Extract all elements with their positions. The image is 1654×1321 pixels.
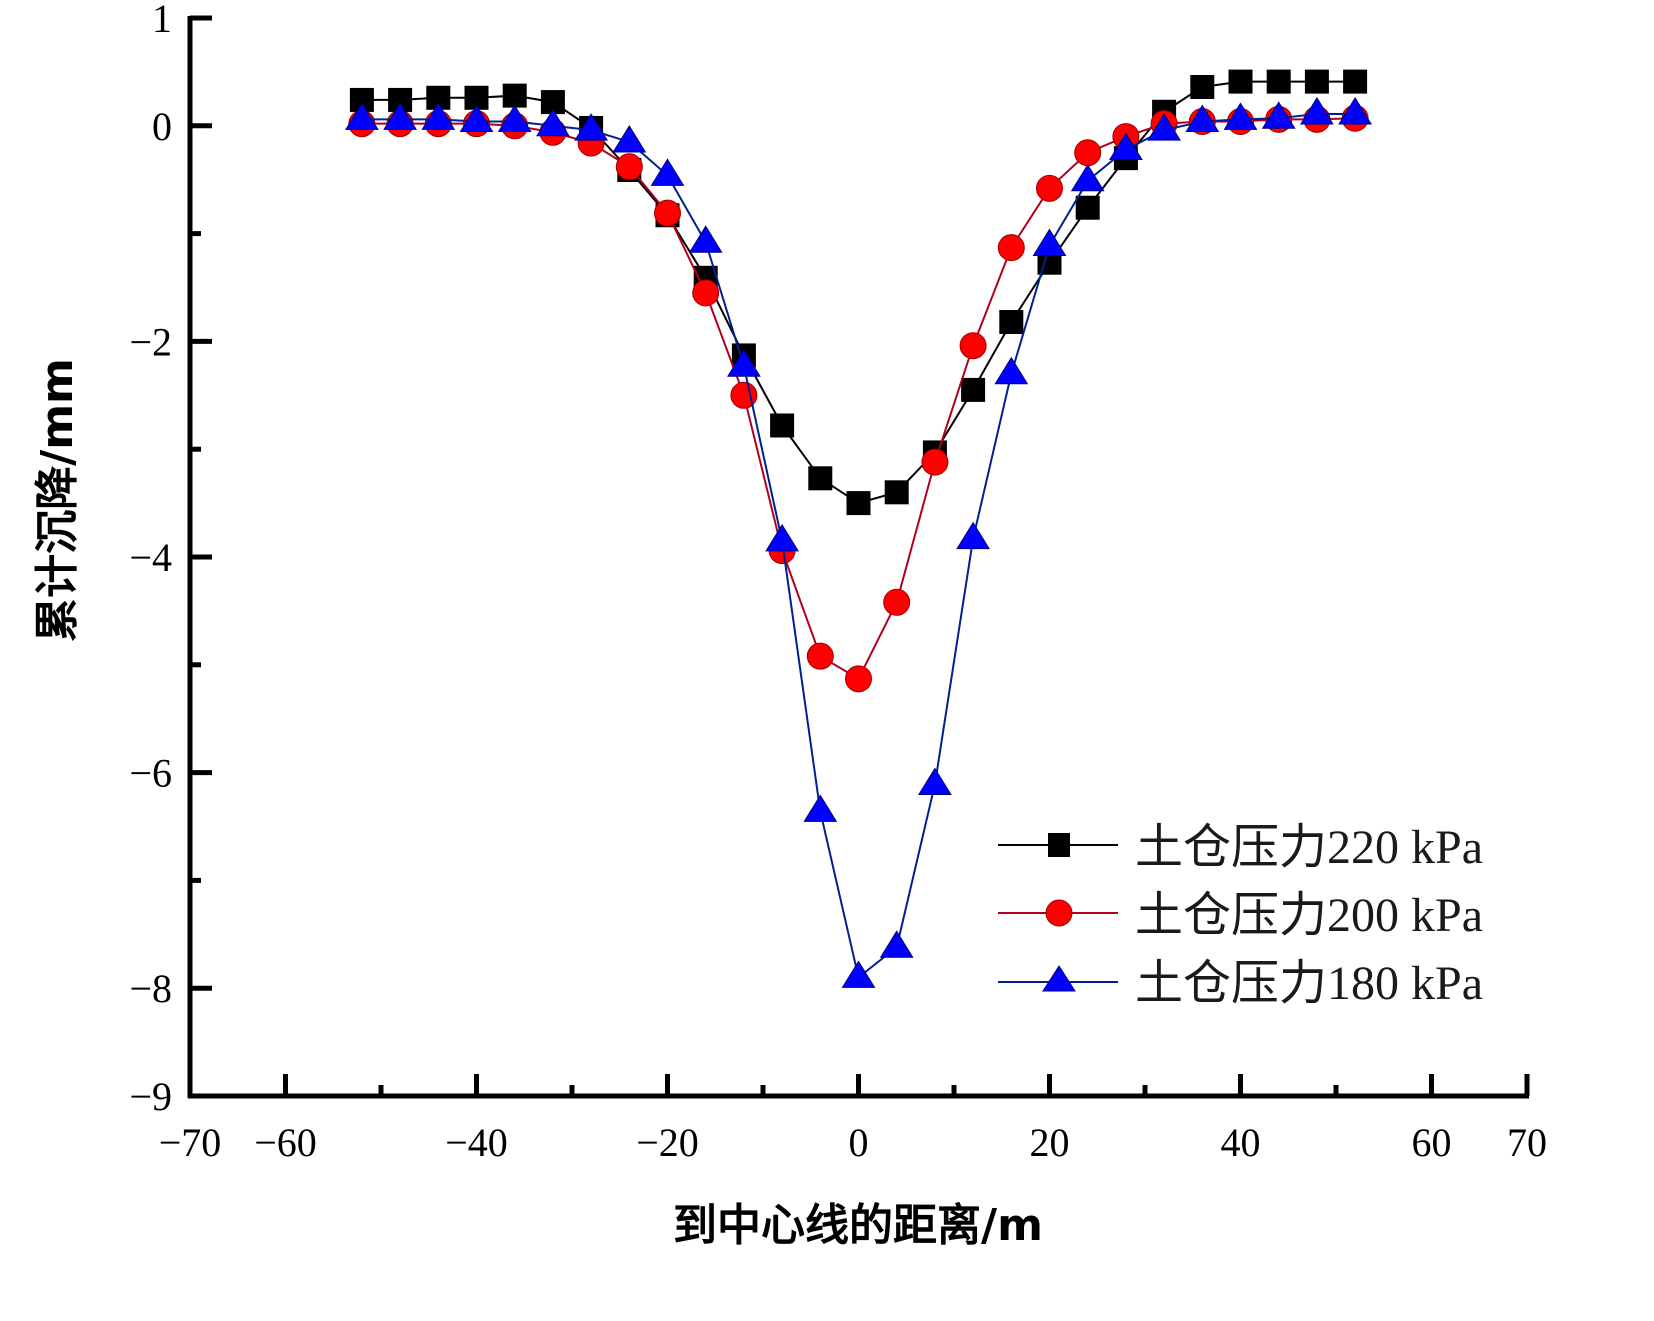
legend-square-marker-icon xyxy=(1048,833,1070,857)
series-layer xyxy=(345,69,1372,988)
legend-entry-200: 土仓压力200 kPa xyxy=(998,889,1483,942)
data-point-circle xyxy=(1074,139,1102,167)
data-point-triangle xyxy=(879,930,914,958)
data-point-circle xyxy=(654,199,681,227)
y-tick-label: −9 xyxy=(129,1074,172,1119)
y-tick-label: −2 xyxy=(129,319,172,364)
data-point-square xyxy=(1343,69,1368,94)
data-point-triangle xyxy=(1185,104,1220,132)
data-point-square xyxy=(1190,74,1215,99)
y-tick-label: 1 xyxy=(152,0,172,41)
x-tick-label: 0 xyxy=(849,1120,869,1165)
data-point-triangle xyxy=(1070,163,1105,192)
series-0 xyxy=(349,69,1368,516)
x-tick-label: 60 xyxy=(1412,1120,1452,1165)
y-tick-label: −8 xyxy=(129,966,172,1011)
data-point-circle xyxy=(806,642,834,670)
data-point-triangle xyxy=(574,113,608,141)
data-point-triangle xyxy=(1300,96,1334,125)
data-point-circle xyxy=(1036,174,1063,202)
legend-circle-marker-icon xyxy=(1045,899,1073,927)
x-axis-title: 到中心线的距离/m xyxy=(673,1200,1043,1251)
data-point-square xyxy=(846,491,871,516)
data-point-circle xyxy=(921,448,949,476)
data-point-triangle xyxy=(1147,113,1181,141)
series-line xyxy=(361,80,1356,505)
data-point-triangle xyxy=(1223,102,1258,130)
data-point-triangle xyxy=(536,108,570,137)
data-point-triangle xyxy=(688,225,723,253)
data-point-square xyxy=(1304,69,1329,94)
legend-label-200: 土仓压力200 kPa xyxy=(1135,889,1483,942)
data-point-circle xyxy=(997,234,1025,262)
x-tick-label: 40 xyxy=(1221,1120,1261,1165)
y-tick-label: 0 xyxy=(152,104,172,149)
data-point-triangle xyxy=(841,960,876,988)
series-line xyxy=(361,117,1356,681)
legend: 土仓压力220 kPa 土仓压力200 kPa 土仓压力180 kPa xyxy=(990,808,1538,1018)
data-point-triangle xyxy=(1032,228,1067,256)
legend-entry-220: 土仓压力220 kPa xyxy=(998,821,1483,874)
legend-entry-180: 土仓压力180 kPa xyxy=(998,957,1483,1010)
data-point-circle xyxy=(883,588,911,616)
data-point-triangle xyxy=(1261,101,1296,129)
x-tick-label: −20 xyxy=(636,1120,699,1165)
data-point-circle xyxy=(730,381,758,409)
data-point-circle xyxy=(959,332,987,360)
y-axis-title: 累计沉降/mm xyxy=(32,358,83,642)
x-tick-label: −40 xyxy=(445,1120,508,1165)
data-point-triangle xyxy=(1338,96,1372,125)
data-point-square xyxy=(770,413,795,438)
data-point-triangle xyxy=(497,104,532,132)
data-point-triangle xyxy=(612,125,647,153)
x-tick-label: −70 xyxy=(159,1120,222,1165)
data-point-triangle xyxy=(765,523,799,552)
data-point-triangle xyxy=(803,794,838,822)
data-point-square xyxy=(502,83,527,108)
x-tick-label: 20 xyxy=(1030,1120,1070,1165)
data-point-circle xyxy=(845,665,872,693)
data-point-square xyxy=(961,377,986,402)
data-point-triangle xyxy=(459,104,494,132)
series-2 xyxy=(345,96,1372,988)
data-point-triangle xyxy=(918,767,952,795)
data-point-square xyxy=(999,309,1024,334)
data-point-square xyxy=(1228,69,1253,94)
data-point-triangle xyxy=(956,521,990,550)
data-point-square xyxy=(1266,69,1291,94)
ticks: −70 −60 −40 −20 0 20 40 60 70 1 0 −2 −4 −6 −8 −9 xyxy=(129,0,1547,1165)
y-tick-label: −4 xyxy=(129,535,172,580)
data-point-triangle xyxy=(650,158,685,186)
series-1 xyxy=(348,104,1369,693)
x-tick-label: 70 xyxy=(1507,1120,1547,1165)
data-point-triangle xyxy=(1109,132,1143,161)
x-tick-label: −60 xyxy=(254,1120,317,1165)
legend-label-220: 土仓压力220 kPa xyxy=(1135,821,1483,874)
legend-triangle-marker-icon xyxy=(1042,965,1076,992)
data-point-triangle xyxy=(421,102,456,130)
data-point-triangle xyxy=(345,102,379,130)
y-tick-label: −6 xyxy=(129,751,172,796)
data-point-square xyxy=(1075,195,1100,220)
data-point-square xyxy=(808,466,833,491)
data-point-triangle xyxy=(994,356,1029,385)
data-point-circle xyxy=(615,153,643,181)
data-point-square xyxy=(884,480,909,505)
data-point-triangle xyxy=(383,102,417,130)
legend-label-180: 土仓压力180 kPa xyxy=(1135,957,1483,1010)
data-point-circle xyxy=(692,279,720,307)
data-point-triangle xyxy=(727,349,761,377)
